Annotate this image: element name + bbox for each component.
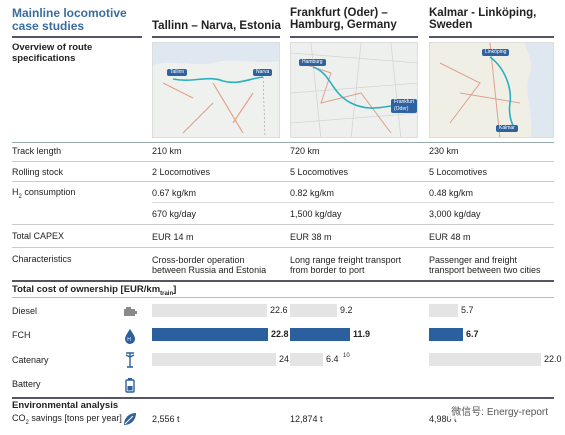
co2-savings-kalmar: 4,980 t [429, 414, 457, 424]
row-divider [12, 161, 554, 162]
map-label-frankfurt: Frankfurt (Oder) [391, 99, 417, 113]
tco-label-catenary: Catenary [12, 355, 49, 365]
tco-bar-fch-kalmar [429, 328, 463, 341]
route-map-graphic [291, 43, 417, 137]
tco-bar-fch-frankfurt [290, 328, 350, 341]
tco-footnote-marker: 10 [343, 353, 350, 359]
map-label-kalmar: Kalmar [496, 125, 518, 132]
capex-kalmar: EUR 48 m [429, 232, 471, 242]
section-divider [12, 280, 554, 282]
route-map-graphic [439, 43, 553, 137]
section-divider [12, 397, 554, 399]
h2-per-km-tallinn: 0.67 kg/km [152, 188, 197, 198]
characteristics-tallinn: Cross-border operation between Russia an… [152, 255, 267, 275]
tco-bar-diesel-frankfurt [290, 304, 337, 317]
h2-per-km-frankfurt: 0.82 kg/km [290, 188, 335, 198]
tco-value-fch-frankfurt: 11.9 [353, 329, 371, 339]
row-label-total-capex: Total CAPEX [12, 231, 65, 241]
capex-tallinn: EUR 14 m [152, 232, 194, 242]
tco-bar-catenary-kalmar [429, 353, 541, 366]
rolling-stock-frankfurt: 5 Locomotives [290, 167, 349, 177]
page-subtitle: Overview of route specifications [12, 42, 93, 64]
page-title: Mainline locomotive case studies [12, 6, 127, 33]
row-label-h2-consumption: H2 consumption [12, 187, 76, 200]
header-divider [429, 36, 554, 38]
tco-label-battery: Battery [12, 379, 41, 389]
catenary-pylon-icon [122, 352, 138, 368]
row-divider [12, 224, 554, 225]
header-divider [152, 36, 280, 38]
tco-value-diesel-tallinn: 22.6 [270, 305, 288, 315]
co2-savings-frankfurt: 12,874 t [290, 414, 323, 424]
track-length-frankfurt: 720 km [290, 146, 320, 156]
tco-bar-catenary-frankfurt [290, 353, 323, 366]
map-label-narva: Narva [253, 69, 273, 76]
h2-per-day-kalmar: 3,000 kg/day [429, 209, 481, 219]
characteristics-frankfurt: Long range freight transport from border… [290, 255, 402, 275]
tco-bar-diesel-tallinn [152, 304, 267, 317]
map-label-linkoping: Linköping [482, 49, 510, 56]
header-divider [290, 36, 418, 38]
tco-section-title: Total cost of ownership [EUR/kmtrain] [12, 284, 177, 297]
row-divider [12, 142, 554, 143]
tco-bar-diesel-kalmar [429, 304, 458, 317]
map-label-tallinn: Tallinn [167, 69, 188, 76]
tco-value-catenary-tallinn: 24.4 [279, 354, 297, 364]
capex-frankfurt: EUR 38 m [290, 232, 332, 242]
rolling-stock-tallinn: 2 Locomotives [152, 167, 211, 177]
row-divider [12, 181, 554, 182]
header-divider [12, 36, 142, 38]
map-tallinn-narva: Tallinn Narva [152, 42, 280, 138]
map-label-hamburg: Hamburg [299, 59, 326, 66]
tco-value-diesel-kalmar: 5.7 [461, 305, 474, 315]
tco-value-fch-kalmar: 6.7 [466, 329, 479, 339]
tco-label-fch: FCH [12, 330, 31, 340]
section-divider [12, 297, 554, 298]
track-length-tallinn: 210 km [152, 146, 182, 156]
row-label-rolling-stock: Rolling stock [12, 167, 64, 177]
rolling-stock-kalmar: 5 Locomotives [429, 167, 488, 177]
column-header-frankfurt: Frankfurt (Oder) – Hamburg, Germany [290, 7, 397, 31]
column-header-tallinn: Tallinn – Narva, Estonia [152, 20, 281, 32]
tco-label-diesel: Diesel [12, 306, 38, 316]
watermark: 微信号: Energy-report [448, 402, 551, 419]
h2-per-km-kalmar: 0.48 kg/km [429, 188, 474, 198]
leaf-icon [122, 411, 138, 425]
row-label-co2-savings: CO2 savings [tons per year] [12, 413, 122, 426]
row-label-track-length: Track length [12, 146, 62, 156]
map-kalmar-linkoping: Linköping Kalmar [429, 42, 554, 138]
svg-text:H: H [127, 337, 131, 343]
tco-value-catenary-frankfurt: 6.4 [326, 354, 339, 364]
row-divider [152, 202, 554, 203]
env-section-title: Environmental analysis [12, 400, 119, 411]
route-map-graphic [153, 43, 279, 137]
track-length-kalmar: 230 km [429, 146, 459, 156]
diesel-engine-icon [122, 305, 138, 319]
hydrogen-drop-icon: H [122, 328, 138, 344]
tco-bar-fch-tallinn [152, 328, 268, 341]
characteristics-kalmar: Passenger and freight transport between … [429, 255, 541, 275]
tco-value-diesel-frankfurt: 9.2 [340, 305, 353, 315]
column-header-kalmar: Kalmar - Linköping, Sweden [429, 7, 537, 31]
tco-value-catenary-kalmar: 22.0 [544, 354, 562, 364]
row-divider [12, 247, 554, 248]
map-frankfurt-hamburg: Hamburg Frankfurt (Oder) [290, 42, 418, 138]
tco-bar-catenary-tallinn [152, 353, 276, 366]
tco-value-fch-tallinn: 22.8 [271, 329, 289, 339]
h2-per-day-tallinn: 670 kg/day [152, 209, 197, 219]
co2-savings-tallinn: 2,556 t [152, 414, 180, 424]
battery-icon [122, 377, 138, 393]
h2-per-day-frankfurt: 1,500 kg/day [290, 209, 342, 219]
row-label-characteristics: Characteristics [12, 254, 72, 264]
